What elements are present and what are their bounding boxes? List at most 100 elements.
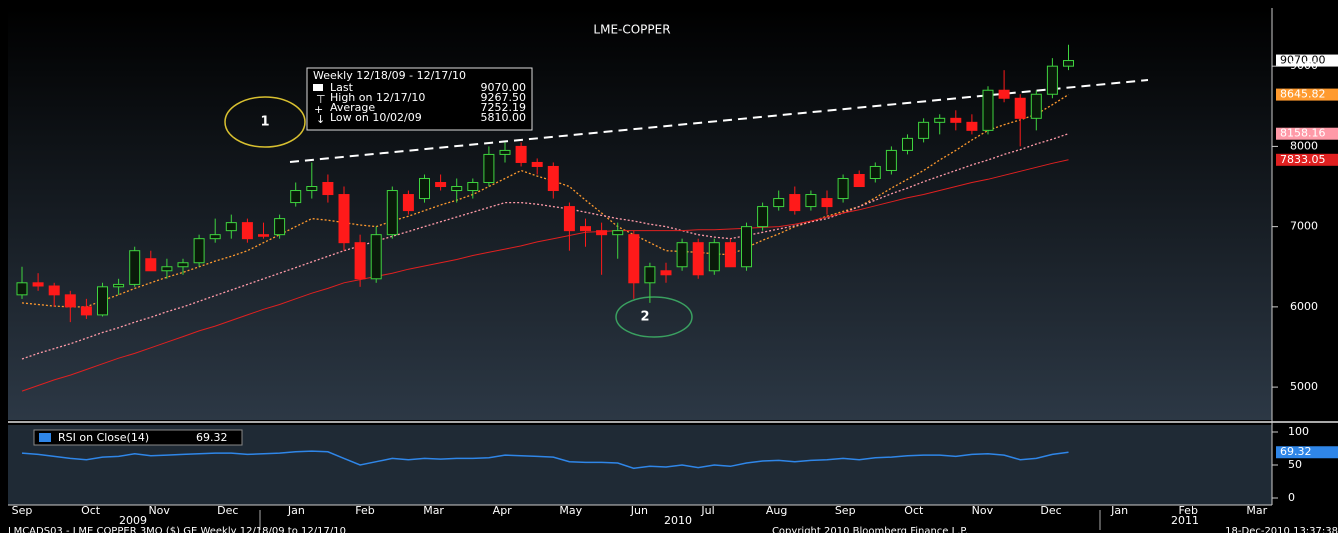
moving-average [21, 159, 1069, 392]
candle-body [934, 117, 946, 123]
x-tick-label: Dec [217, 504, 238, 517]
rsi-legend-value: 69.32 [196, 431, 228, 444]
candle-body [805, 194, 817, 208]
candle-body [676, 242, 688, 268]
candle-body [1030, 93, 1042, 119]
x-tick-label: Nov [972, 504, 994, 517]
footer-text: Copyright 2010 Bloomberg Finance L.P. [772, 526, 968, 533]
candle-body [402, 194, 414, 212]
candle-body [435, 182, 447, 188]
info-icon [313, 84, 323, 91]
year-label: 2011 [1171, 514, 1199, 527]
candle-body [306, 186, 318, 192]
x-tick-label: Jun [630, 504, 648, 517]
x-tick-label: Feb [1178, 504, 1197, 517]
candle-body [821, 198, 833, 208]
candle-body [708, 242, 720, 272]
candle-body [113, 283, 125, 288]
annotation: 2 [640, 310, 649, 325]
candle-body [902, 137, 913, 151]
candle-body [354, 242, 366, 280]
candle-body [274, 218, 286, 236]
candle-body [129, 250, 141, 285]
rsi-legend [33, 429, 243, 446]
year-label: 2009 [119, 514, 147, 527]
candle-body [869, 165, 881, 179]
year-label: 2010 [664, 514, 692, 527]
candle-body [789, 194, 801, 212]
info-icon: ↓ [316, 113, 325, 126]
candle-body [386, 190, 398, 236]
footer-text: 18-Dec-2010 13:37:38 [1225, 526, 1338, 533]
info-label: Last [330, 81, 354, 94]
x-tick-label: Dec [1040, 504, 1061, 517]
annotation: 1 [260, 115, 269, 130]
candle-body [225, 222, 237, 232]
main-panel [8, 8, 1272, 420]
info-title: Weekly 12/18/09 - 12/17/10 [313, 69, 466, 82]
x-tick-label: Sep [835, 504, 856, 517]
info-value: 9267.50 [481, 91, 527, 104]
candle-body [1046, 65, 1058, 95]
candle-body [483, 153, 495, 184]
info-icon: + [314, 103, 323, 116]
x-tick-label: Mar [423, 504, 444, 517]
candle-body [1014, 97, 1026, 119]
x-tick-label: Sep [12, 504, 33, 517]
y-tick-label: 7000 [1290, 220, 1318, 233]
candle-body [547, 165, 559, 192]
candle-body [258, 234, 269, 237]
price-tag-label: 8158.16 [1280, 127, 1326, 140]
candle-body [161, 266, 173, 272]
candle-body [644, 266, 656, 284]
chart-title: LME-COPPER [593, 23, 670, 37]
candle-body [580, 226, 591, 232]
info-label: Low on 10/02/09 [330, 111, 422, 124]
candle-body [596, 230, 608, 236]
candle-body [64, 294, 76, 308]
candle-body [724, 242, 736, 268]
price-tag [1276, 88, 1338, 101]
candle-body [885, 149, 897, 171]
x-tick-label: Oct [904, 504, 924, 517]
candle-body [499, 149, 511, 155]
candle-body [773, 198, 785, 208]
candle-body [32, 282, 44, 287]
price-tag [1276, 153, 1338, 166]
info-value: 9070.00 [481, 81, 527, 94]
info-icon: ⊤ [316, 93, 326, 106]
moving-average [21, 94, 1069, 308]
candle-body [419, 177, 430, 200]
price-tag [1276, 54, 1338, 67]
candle-body [853, 173, 865, 188]
rsi-line [21, 450, 1069, 470]
candle-body [515, 145, 527, 163]
y-tick-label: 50 [1288, 458, 1302, 471]
y-tick-label: 8000 [1290, 139, 1318, 152]
y-tick-label: 5000 [1290, 380, 1318, 393]
candle-body [918, 121, 930, 139]
x-tick-label: Oct [81, 504, 101, 517]
candle-body [97, 286, 108, 316]
annotation-circle [224, 96, 306, 148]
x-tick-label: Aug [766, 504, 787, 517]
x-tick-label: Nov [148, 504, 170, 517]
moving-average [21, 133, 1069, 360]
candle-body [837, 177, 849, 200]
candle-body [692, 242, 704, 276]
x-tick-label: Feb [355, 504, 374, 517]
x-tick-label: Jul [700, 504, 714, 517]
candle-body [322, 182, 334, 196]
y-tick-label: 9000 [1290, 59, 1318, 72]
candle-body [966, 121, 978, 131]
x-tick-label: Mar [1246, 504, 1267, 517]
price-tag [1276, 127, 1338, 140]
candle-body [145, 258, 157, 272]
candle-body [628, 234, 640, 284]
candle-body [660, 270, 672, 276]
candle-body [612, 230, 624, 236]
x-tick-label: Jan [1110, 504, 1128, 517]
x-tick-label: Jan [287, 504, 305, 517]
candle-body [982, 89, 994, 131]
candle-body [193, 238, 205, 264]
